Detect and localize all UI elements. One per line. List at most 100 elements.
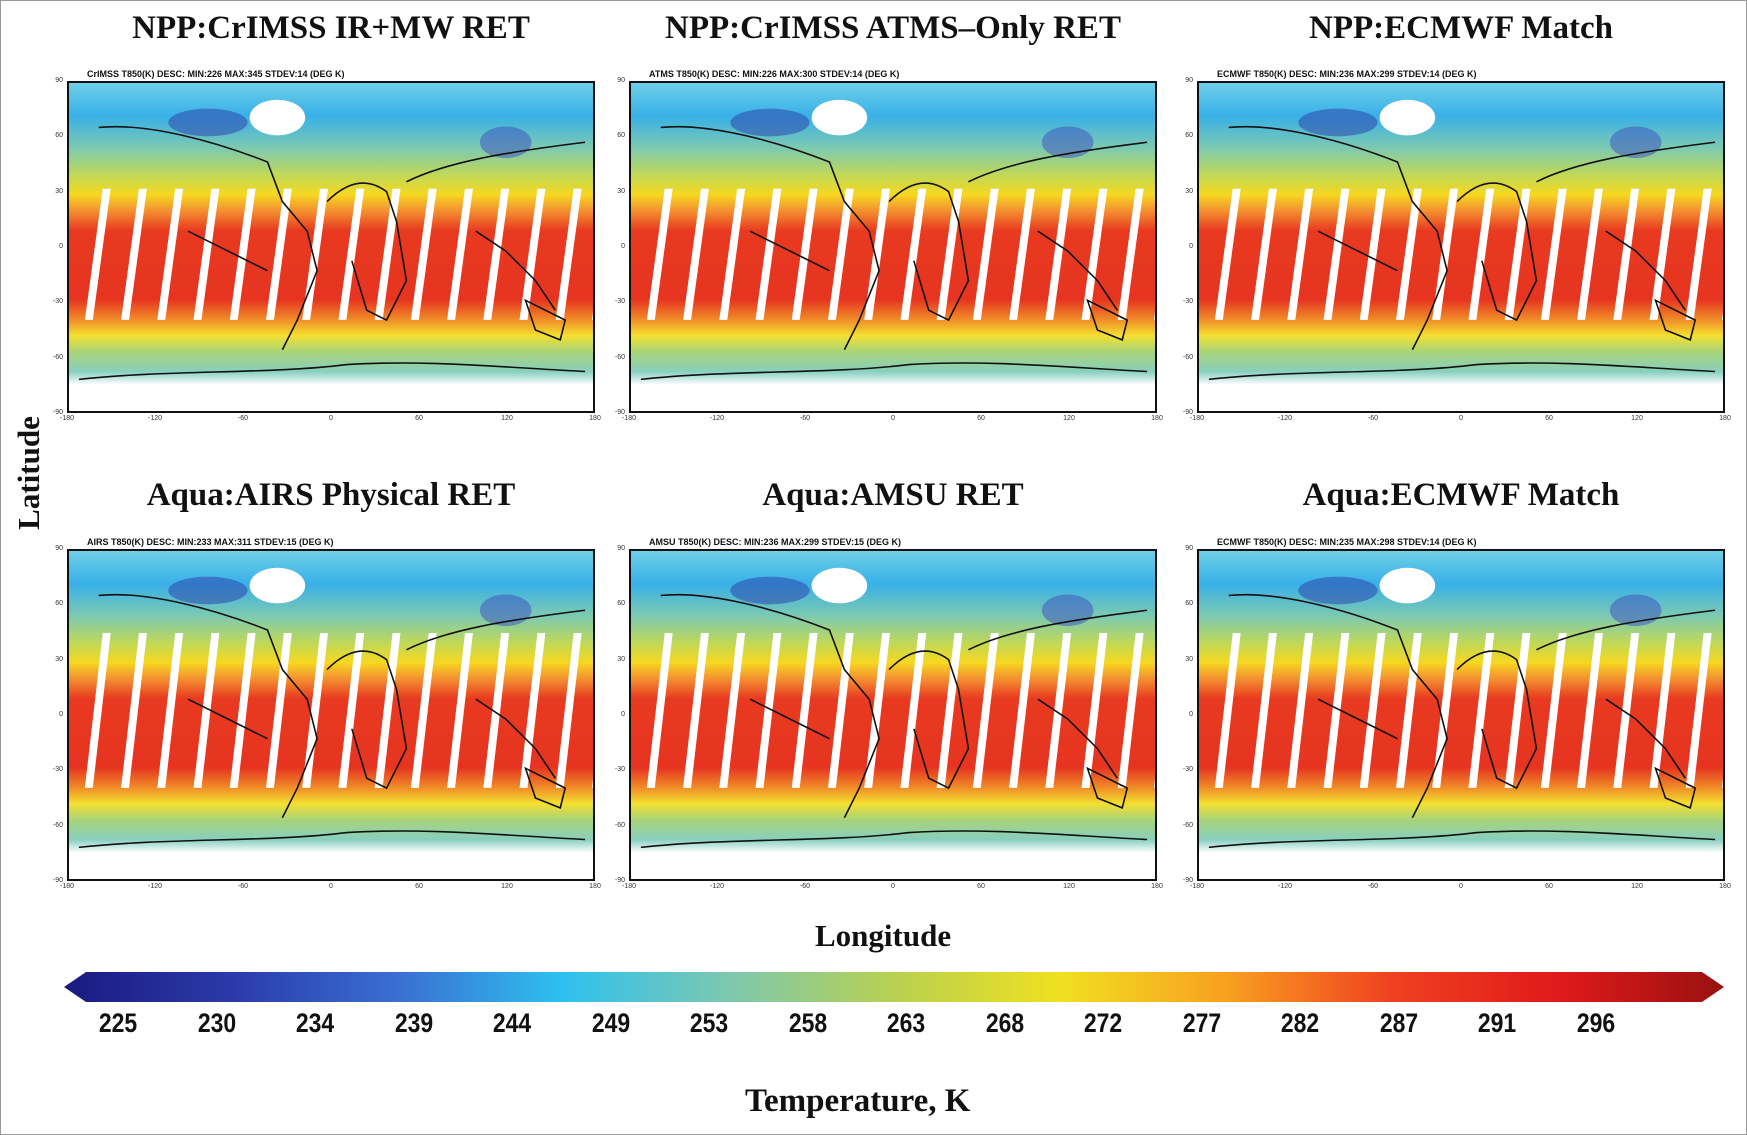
swath-gap	[972, 188, 999, 320]
x-tick-label: -60	[1367, 415, 1379, 422]
swath-gap	[555, 633, 582, 788]
x-tick-label: 60	[1545, 883, 1553, 890]
swath-gap	[338, 188, 365, 320]
x-tick-label: 180	[1719, 415, 1731, 422]
swath-gap	[1154, 312, 1155, 320]
y-tick-label: -30	[1182, 766, 1193, 774]
y-tick-label: 90	[617, 77, 625, 84]
swath-gap	[864, 188, 891, 320]
temperature-map	[629, 549, 1157, 881]
y-tick-label: 0	[1189, 243, 1193, 250]
swath-gap	[447, 188, 473, 320]
colorbar-tick-label: 291	[1477, 1008, 1517, 1038]
x-tick-label: -60	[237, 883, 249, 890]
swath-gap	[1359, 633, 1386, 788]
colorbar-tick-label: 234	[295, 1008, 335, 1038]
colorbar-tick-label: 244	[492, 1008, 532, 1038]
swath-gap	[592, 779, 593, 788]
cold-region	[730, 576, 810, 605]
cold-region	[1041, 594, 1094, 627]
colorbar-tick-label: 263	[886, 1008, 926, 1038]
swath-gap	[1468, 633, 1495, 788]
greenland-gap	[1379, 567, 1436, 604]
y-tick-label: 60	[617, 132, 625, 140]
y-tick-label: 0	[1189, 711, 1193, 718]
swath-gap	[1154, 779, 1155, 788]
x-tick-label: -180	[621, 415, 636, 422]
swath-gap	[447, 633, 473, 788]
y-tick-label: 90	[1185, 545, 1193, 552]
x-tick-label: 120	[1631, 883, 1643, 890]
swath-gap	[1117, 188, 1144, 320]
x-tick-label: -180	[1189, 415, 1204, 422]
swath-gap	[483, 633, 510, 788]
colorbar	[64, 972, 1724, 1002]
swath-gap	[719, 633, 746, 788]
y-tick-label: 90	[55, 77, 63, 84]
y-tick-label: 60	[55, 600, 63, 608]
cold-region	[1609, 126, 1662, 159]
x-tick-label: 0	[891, 883, 895, 890]
swath-gap	[157, 633, 184, 788]
swath-gap	[683, 188, 709, 320]
y-tick-label: 30	[617, 187, 625, 195]
panel-subtitle: ECMWF T850(K) DESC: MIN:236 MAX:299 STDE…	[1217, 69, 1477, 79]
y-tick-label: 60	[1185, 132, 1193, 140]
panel-title: Aqua:AIRS Physical RET	[146, 477, 516, 513]
swath-gap	[1081, 633, 1108, 788]
x-tick-label: -60	[1367, 883, 1379, 890]
swath-gap	[1468, 188, 1495, 320]
greenland-gap	[1379, 99, 1436, 136]
swath-gap	[719, 188, 746, 320]
swath-gap	[1045, 188, 1072, 320]
swath-gap	[755, 188, 782, 320]
x-tick-label: -120	[147, 883, 162, 890]
coastline	[78, 125, 586, 381]
greenland-gap	[249, 99, 306, 136]
temperature-map	[67, 81, 595, 413]
colorbar-tick-label: 272	[1083, 1008, 1123, 1038]
swath-gap	[229, 633, 256, 788]
swath-gap	[755, 633, 782, 788]
x-tick-label: -120	[1277, 415, 1292, 422]
swath-gap	[791, 633, 818, 788]
colorbar-tick-label: 225	[98, 1008, 138, 1038]
swath-gap	[84, 633, 111, 788]
x-tick-label: 180	[1151, 883, 1163, 890]
cold-region	[479, 594, 532, 627]
cold-region	[730, 108, 810, 137]
swath-gap	[1081, 188, 1108, 320]
x-tick-label: 180	[589, 415, 601, 422]
panel-title: NPP:CrIMSS ATMS–Only RET	[665, 10, 1121, 46]
panel-title: NPP:CrIMSS IR+MW RET	[132, 10, 530, 46]
temperature-map	[1197, 81, 1725, 413]
swath-gap	[265, 633, 292, 788]
x-tick-label: 60	[415, 415, 423, 422]
y-tick-label: -90	[1182, 877, 1193, 884]
swath-gap	[193, 188, 220, 320]
coastline	[78, 593, 586, 849]
swath-gap	[121, 188, 147, 320]
x-tick-label: -180	[59, 883, 74, 890]
swath-gap	[1395, 633, 1422, 788]
y-tick-label: -60	[1182, 821, 1193, 829]
x-tick-label: 60	[1545, 415, 1553, 422]
swath-gap	[1045, 633, 1072, 788]
y-tick-label: 30	[1185, 187, 1193, 195]
cold-region	[168, 108, 248, 137]
y-tick-label: -60	[52, 821, 63, 829]
coastline	[640, 593, 1148, 849]
swath-gap	[84, 188, 111, 320]
swath-gap	[1395, 188, 1422, 320]
cold-region	[1041, 126, 1094, 159]
cold-region	[479, 126, 532, 159]
swath-gap	[338, 633, 365, 788]
swath-gap	[1504, 633, 1531, 788]
y-tick-label: -60	[52, 353, 63, 361]
x-axis-label: Longitude	[815, 918, 952, 953]
swath-gap	[193, 633, 220, 788]
colorbar-gradient	[64, 972, 1724, 1002]
x-tick-label: 120	[501, 415, 513, 422]
swath-gap	[900, 188, 927, 320]
y-tick-label: 0	[621, 711, 625, 718]
